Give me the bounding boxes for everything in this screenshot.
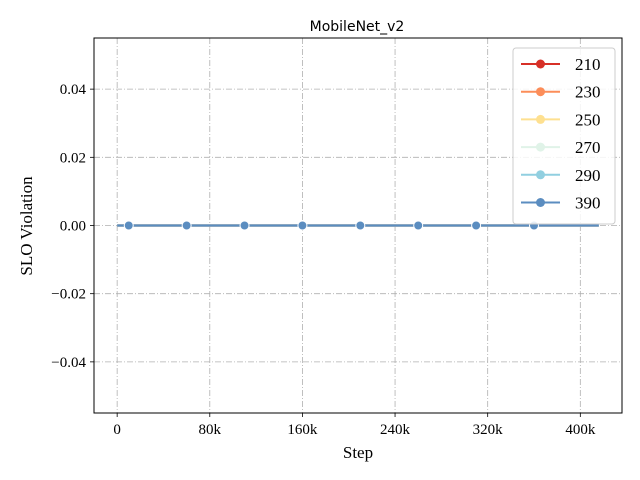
x-tick-label: 240k (380, 422, 411, 438)
series-390 (117, 220, 599, 231)
x-tick-label: 80k (199, 422, 222, 438)
legend-label: 230 (575, 83, 601, 102)
y-tick-label: −0.02 (51, 287, 86, 303)
data-point (413, 220, 424, 231)
legend-item: 210 (521, 55, 601, 74)
y-tick-label: 0.00 (60, 219, 86, 235)
y-axis-label: SLO Violation (17, 176, 36, 276)
x-axis: 0 80k 160k 240k 320k 400k (113, 413, 596, 438)
legend-label: 290 (575, 166, 601, 185)
data-point (239, 220, 250, 231)
x-tick-label: 0 (113, 422, 121, 438)
x-axis-label: Step (343, 443, 373, 462)
legend-marker (536, 170, 545, 180)
y-tick-label: 0.04 (60, 82, 87, 98)
legend-item: 270 (521, 138, 601, 157)
x-tick-label: 400k (565, 422, 596, 438)
series-group (117, 220, 599, 231)
y-tick-label: −0.04 (51, 355, 86, 371)
legend-marker (536, 59, 545, 69)
legend-label: 390 (575, 194, 601, 213)
legend-item: 290 (521, 166, 601, 185)
chart-title: MobileNet_v2 (310, 19, 405, 35)
legend: 210 230 250 270 290 390 (512, 47, 616, 225)
legend-marker (536, 142, 545, 152)
data-point (123, 220, 134, 231)
data-point (297, 220, 308, 231)
x-tick-label: 160k (287, 422, 318, 438)
y-axis: −0.04 −0.02 0.00 0.02 0.04 (51, 82, 94, 371)
legend-marker (536, 87, 545, 97)
data-point (355, 220, 366, 231)
legend-item: 250 (521, 110, 601, 129)
legend-label: 270 (575, 138, 601, 157)
data-point (471, 220, 482, 231)
legend-item: 230 (521, 83, 601, 102)
data-point (181, 220, 192, 231)
legend-item: 390 (521, 194, 601, 213)
legend-label: 210 (575, 55, 601, 74)
x-tick-label: 320k (473, 422, 504, 438)
y-tick-label: 0.02 (60, 150, 86, 166)
legend-label: 250 (575, 110, 601, 129)
legend-marker (536, 114, 545, 124)
legend-marker (536, 198, 545, 207)
